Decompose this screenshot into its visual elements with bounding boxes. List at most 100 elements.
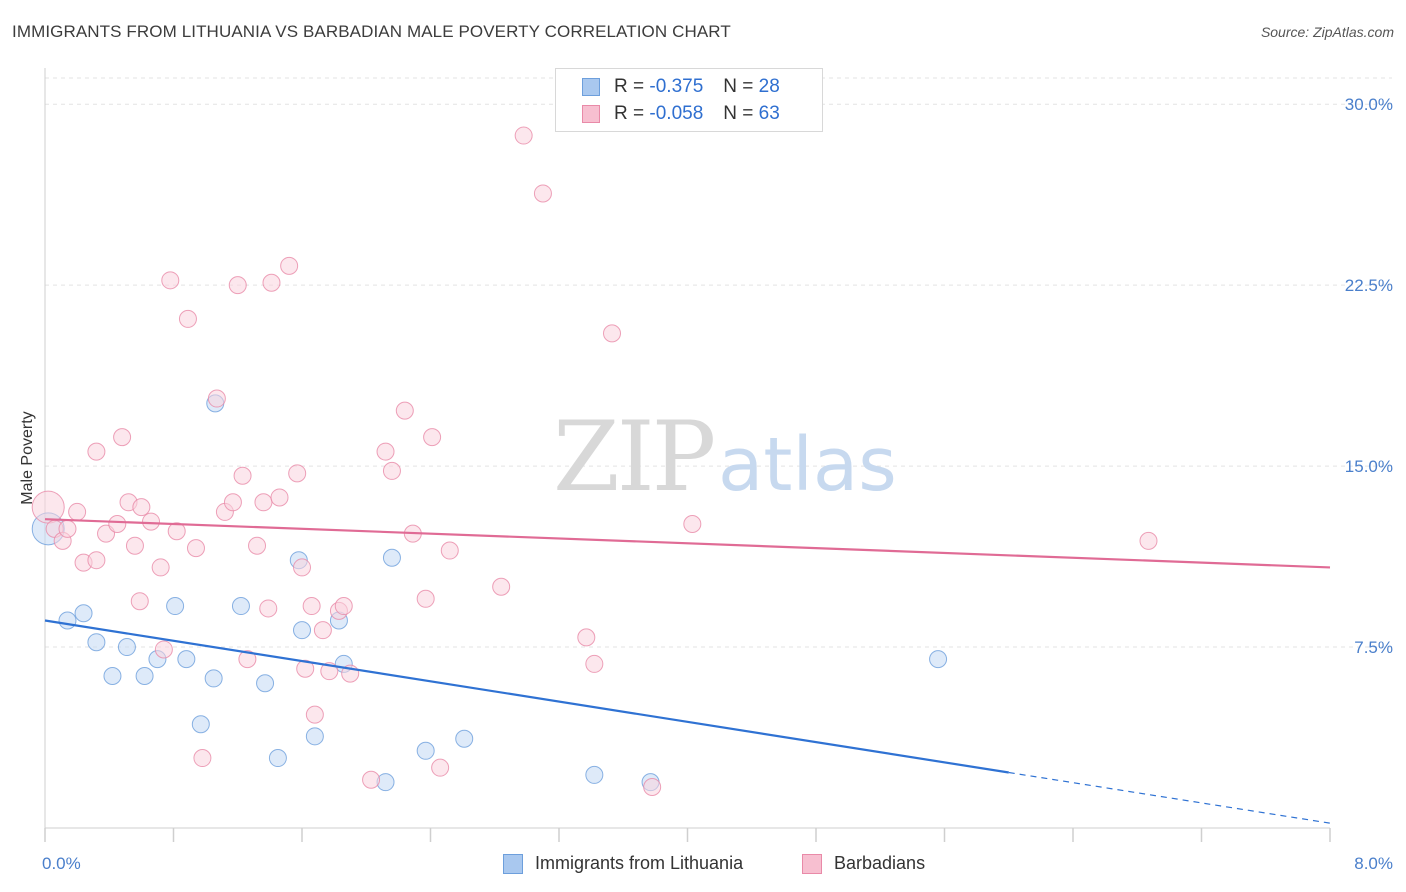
data-point [423, 428, 442, 447]
series-barbadians [31, 126, 1158, 796]
data-point [113, 428, 132, 447]
data-point [142, 512, 161, 531]
tick-labels: 7.5% 15.0% 22.5% 30.0% 0.0% 8.0% [42, 95, 1393, 873]
data-point [270, 488, 289, 507]
data-point [254, 493, 273, 512]
data-point [58, 519, 77, 538]
data-point [293, 558, 311, 577]
data-point [58, 611, 77, 630]
data-point [167, 522, 186, 541]
x-tick-label: 8.0% [1354, 854, 1393, 873]
data-point [305, 727, 324, 746]
data-point [603, 324, 622, 343]
data-point [135, 667, 154, 685]
data-point [228, 276, 247, 295]
n-value: 63 [758, 103, 780, 124]
data-point [233, 466, 252, 485]
n-label: N = [723, 76, 754, 97]
barbadians-legend-swatch [802, 853, 822, 874]
data-point [161, 271, 180, 290]
data-point [416, 589, 435, 608]
data-point [416, 741, 435, 760]
data-point [382, 548, 401, 567]
data-point [238, 650, 257, 669]
data-point [577, 628, 596, 647]
legend-item-barbadians[interactable]: Barbadians [802, 853, 925, 874]
data-point [117, 638, 136, 657]
data-point [262, 273, 281, 292]
data-point [231, 597, 250, 616]
n-label: N = [723, 103, 754, 124]
trend-line-barbadians [44, 518, 1331, 569]
data-point [68, 502, 87, 521]
r-label: R = [614, 76, 645, 97]
data-point [382, 461, 401, 480]
data-point [280, 256, 299, 275]
data-point [87, 633, 106, 652]
data-point [108, 515, 127, 533]
data-point [103, 667, 122, 685]
data-point [585, 765, 604, 784]
data-point [293, 621, 311, 640]
trend-line-extension [1008, 771, 1331, 824]
barbadians-swatch [582, 105, 600, 123]
data-point [151, 558, 170, 577]
trend-line-lithuania [44, 619, 1009, 774]
data-point [130, 592, 149, 611]
data-point [193, 749, 212, 768]
data-point [514, 126, 533, 145]
data-point [362, 770, 381, 789]
data-point [395, 401, 414, 420]
n-value: 28 [758, 76, 780, 97]
data-point [223, 493, 242, 512]
data-point [492, 577, 511, 596]
x-tick-label: 0.0% [42, 854, 81, 873]
data-points [31, 126, 1158, 796]
data-point [132, 498, 151, 517]
data-point [683, 515, 702, 533]
data-point [585, 654, 604, 673]
axes [44, 68, 1331, 842]
data-point [929, 650, 948, 669]
data-point [186, 539, 205, 558]
legend-label-lithuania: Immigrants from Lithuania [535, 853, 744, 873]
data-point [125, 536, 144, 555]
data-point [204, 669, 223, 688]
trend-lines [44, 518, 1331, 824]
lithuania-legend-swatch [503, 853, 523, 874]
y-tick-label: 7.5% [1354, 638, 1393, 657]
data-point [268, 749, 287, 768]
data-point [74, 604, 93, 623]
data-point [87, 551, 106, 570]
data-point [288, 464, 307, 483]
data-point [455, 729, 474, 748]
lithuania-swatch [582, 78, 600, 96]
data-point [643, 777, 662, 796]
chart-title: IMMIGRANTS FROM LITHUANIA VS BARBADIAN M… [12, 22, 731, 41]
series-lithuania [31, 394, 948, 792]
r-label: R = [614, 103, 645, 124]
data-point [177, 650, 196, 669]
stats-legend-row-barbadians: R = -0.058 N = 63 [582, 103, 780, 125]
data-point [533, 184, 552, 203]
data-point [334, 597, 353, 616]
data-point [207, 389, 226, 408]
data-point [154, 640, 173, 659]
data-point [313, 621, 332, 640]
data-point [440, 541, 459, 560]
data-point [256, 674, 275, 693]
data-point [296, 659, 315, 678]
y-tick-label: 15.0% [1345, 457, 1393, 476]
watermark: ZIP atlas [553, 401, 897, 513]
r-value: -0.058 [649, 103, 704, 124]
data-point [1139, 531, 1158, 550]
data-point [178, 309, 197, 328]
data-point [87, 442, 106, 461]
data-point [431, 758, 450, 777]
data-point [248, 536, 267, 555]
source-label: Source: ZipAtlas.com [1260, 24, 1394, 40]
r-value: -0.375 [649, 76, 704, 97]
legend-item-lithuania[interactable]: Immigrants from Lithuania [503, 853, 743, 874]
watermark-zip: ZIP [553, 401, 714, 513]
data-point [191, 715, 210, 734]
